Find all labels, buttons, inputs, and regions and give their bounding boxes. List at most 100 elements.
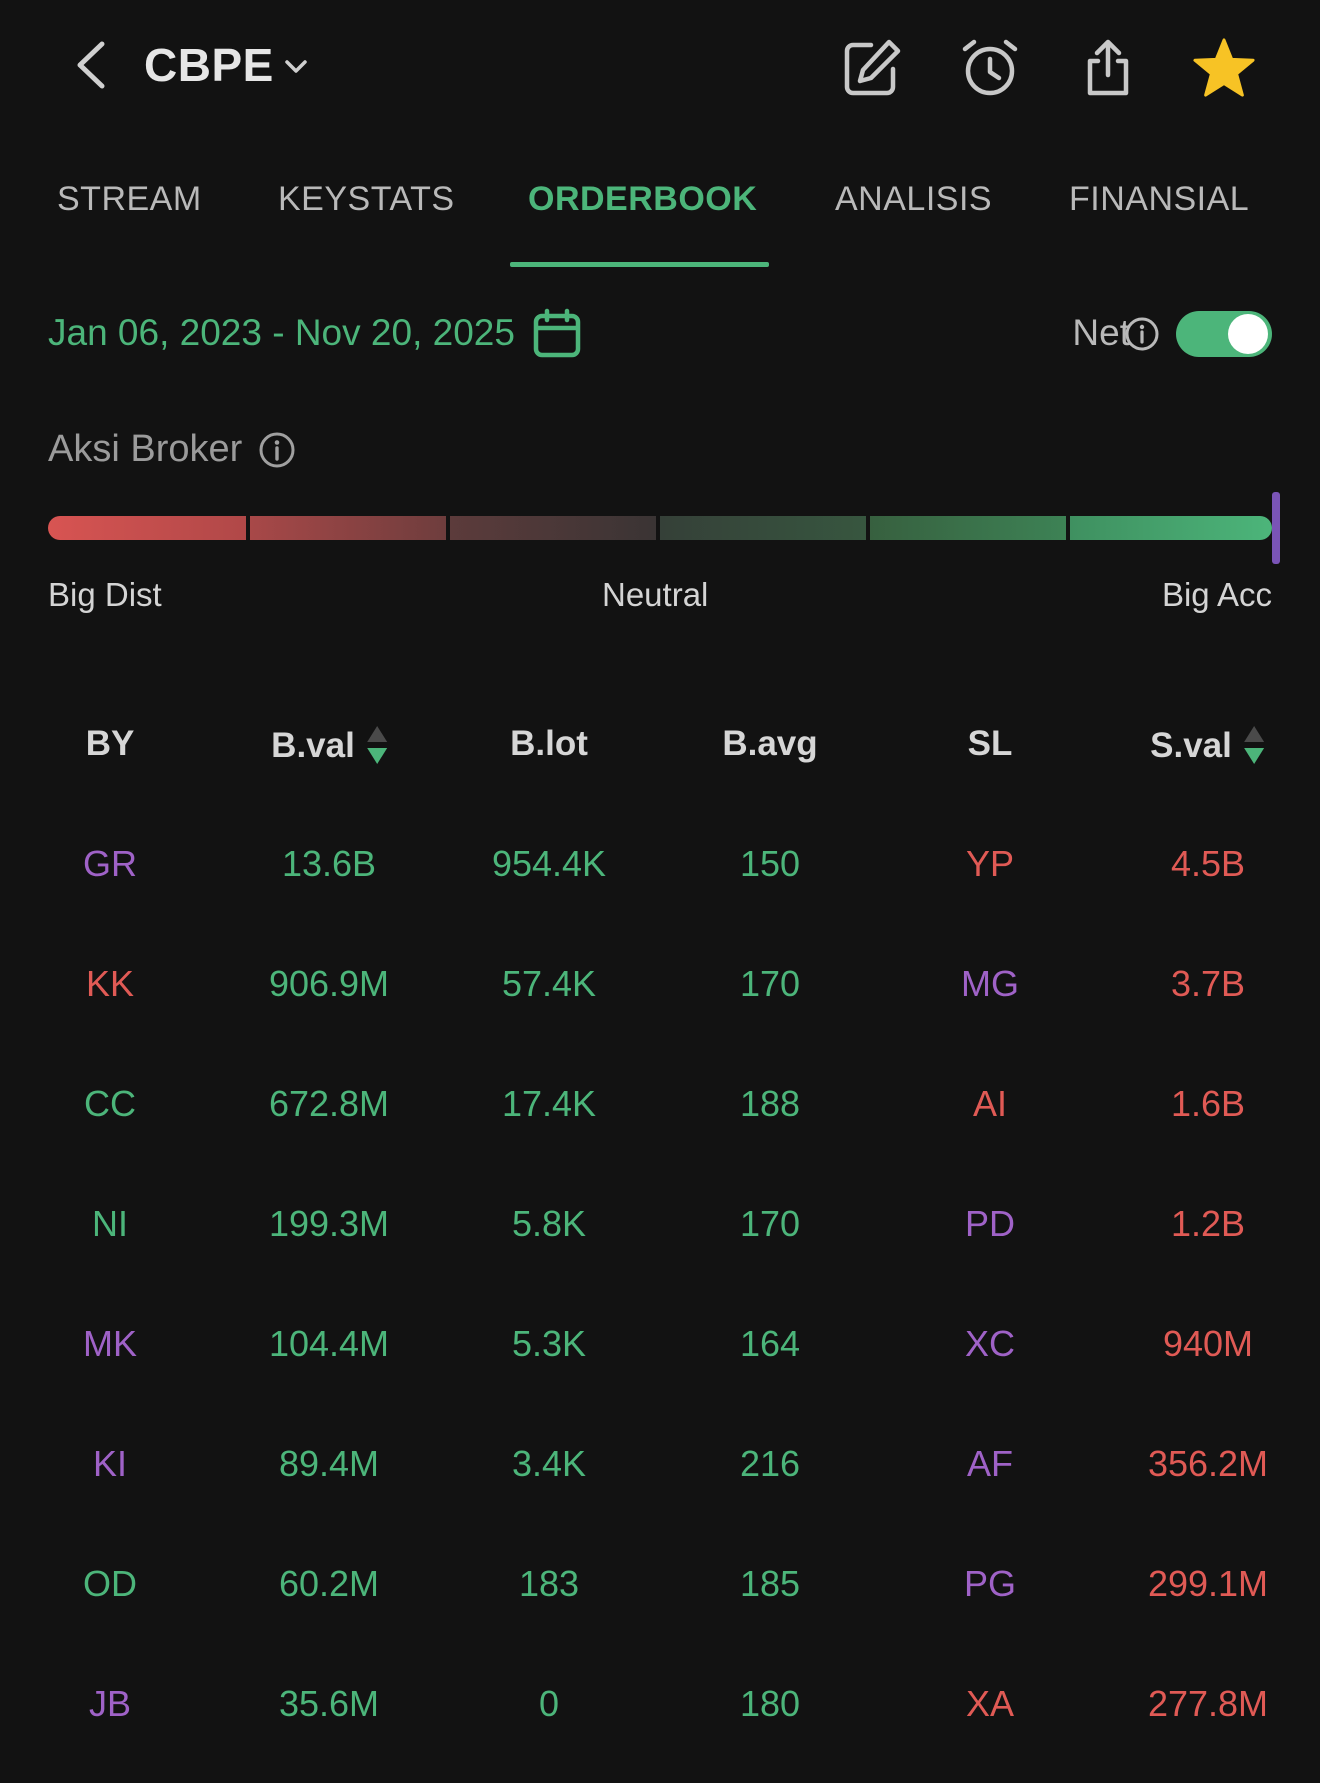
buyer-code: JB bbox=[88, 1683, 132, 1724]
tab-finansial[interactable]: FINANSIAL bbox=[1069, 180, 1250, 218]
col-header-blot: B.lot bbox=[510, 724, 588, 764]
sell-value: 299.1M bbox=[1147, 1563, 1269, 1604]
col-header-bval[interactable]: B.val bbox=[271, 724, 389, 768]
buy-value: 60.2M bbox=[278, 1563, 380, 1604]
sell-value: 1.2B bbox=[1170, 1203, 1246, 1244]
meter-segment bbox=[450, 516, 656, 540]
buyer-code: CC bbox=[84, 1083, 136, 1124]
buy-value: 906.9M bbox=[268, 963, 390, 1004]
buy-value: 35.6M bbox=[278, 1683, 380, 1724]
buy-avg: 185 bbox=[739, 1563, 801, 1604]
net-toggle[interactable] bbox=[1176, 311, 1272, 357]
toggle-knob bbox=[1228, 314, 1268, 354]
info-icon bbox=[1125, 317, 1159, 351]
sort-desc-icon bbox=[366, 726, 387, 764]
seller-code: YP bbox=[965, 843, 1015, 884]
star-icon bbox=[1193, 38, 1255, 97]
buy-lot: 17.4K bbox=[501, 1083, 597, 1124]
meter-segment bbox=[1070, 516, 1272, 540]
col-header-label: B.val bbox=[271, 726, 355, 765]
info-icon[interactable] bbox=[258, 431, 296, 469]
tab-stream[interactable]: STREAM bbox=[57, 180, 202, 218]
back-arrow-icon bbox=[77, 41, 105, 89]
buy-lot: 5.3K bbox=[511, 1323, 587, 1364]
edit-icon bbox=[844, 39, 901, 96]
col-header-sl: SL bbox=[968, 724, 1013, 764]
neutral-label: Neutral bbox=[602, 576, 709, 613]
favorite-button[interactable] bbox=[1192, 36, 1256, 100]
alarm-button[interactable] bbox=[958, 36, 1022, 100]
net-info-button[interactable] bbox=[1124, 316, 1160, 357]
table-row[interactable]: GR 13.6B 954.4K 150 YP 4.5B bbox=[0, 843, 1320, 943]
table-row[interactable]: JB 35.6M 0 180 XA 277.8M bbox=[0, 1683, 1320, 1783]
sell-value: 3.7B bbox=[1170, 963, 1246, 1004]
table-row[interactable]: CC 672.8M 17.4K 188 AI 1.6B bbox=[0, 1083, 1320, 1183]
meter-segment bbox=[48, 516, 246, 540]
edit-button[interactable] bbox=[840, 36, 904, 100]
col-header-label: BY bbox=[85, 724, 135, 763]
tab-orderbook[interactable]: ORDERBOOK bbox=[528, 180, 758, 218]
seller-code: PD bbox=[964, 1203, 1016, 1244]
sell-value: 940M bbox=[1162, 1323, 1254, 1364]
col-header-by: BY bbox=[86, 724, 135, 764]
share-icon bbox=[1087, 39, 1129, 96]
table-row[interactable]: MK 104.4M 5.3K 164 XC 940M bbox=[0, 1323, 1320, 1423]
big-acc-label: Big Acc bbox=[1161, 576, 1272, 613]
buy-avg: 180 bbox=[739, 1683, 801, 1724]
buy-value: 199.3M bbox=[268, 1203, 390, 1244]
table-row[interactable]: KK 906.9M 57.4K 170 MG 3.7B bbox=[0, 963, 1320, 1063]
tab-keystats[interactable]: KEYSTATS bbox=[278, 180, 455, 218]
sort-desc-icon bbox=[1243, 726, 1264, 764]
buyer-code: OD bbox=[83, 1563, 137, 1604]
seller-code: XC bbox=[964, 1323, 1016, 1364]
col-header-label: B.avg bbox=[722, 724, 818, 763]
tab-bar: STREAM KEYSTATS ORDERBOOK ANALISIS FINAN… bbox=[0, 180, 1320, 270]
date-range-label: Jan 06, 2023 - Nov 20, 2025 bbox=[48, 312, 515, 353]
net-label: Net bbox=[1072, 312, 1130, 353]
active-tab-indicator bbox=[510, 262, 769, 267]
buyer-code: GR bbox=[83, 843, 137, 884]
buy-avg: 170 bbox=[739, 963, 801, 1004]
seller-code: XA bbox=[965, 1683, 1015, 1724]
buyer-code: KK bbox=[85, 963, 135, 1004]
chevron-down-icon bbox=[285, 60, 307, 73]
calendar-icon bbox=[533, 308, 581, 358]
meter-segment bbox=[250, 516, 446, 540]
meter-position-marker bbox=[1272, 492, 1280, 564]
col-header-bavg: B.avg bbox=[722, 724, 817, 764]
col-header-label: S.val bbox=[1150, 726, 1232, 765]
buyer-code: NI bbox=[92, 1203, 128, 1244]
buyer-code: MK bbox=[83, 1323, 137, 1364]
seller-code: PG bbox=[963, 1563, 1017, 1604]
sell-value: 277.8M bbox=[1147, 1683, 1269, 1724]
alarm-icon bbox=[962, 39, 1018, 96]
ticker-selector[interactable]: CBPE bbox=[144, 38, 308, 92]
buy-value: 104.4M bbox=[268, 1323, 390, 1364]
buy-lot: 0 bbox=[538, 1683, 560, 1724]
seller-code: AI bbox=[972, 1083, 1008, 1124]
aksi-broker-header: Aksi Broker bbox=[48, 428, 296, 471]
sell-value: 356.2M bbox=[1147, 1443, 1269, 1484]
buy-value: 672.8M bbox=[268, 1083, 390, 1124]
table-row[interactable]: OD 60.2M 183 185 PG 299.1M bbox=[0, 1563, 1320, 1663]
tab-analisis[interactable]: ANALISIS bbox=[835, 180, 993, 218]
seller-code: MG bbox=[961, 963, 1019, 1004]
broker-action-meter bbox=[48, 516, 1272, 540]
buy-lot: 183 bbox=[518, 1563, 580, 1604]
table-row[interactable]: NI 199.3M 5.8K 170 PD 1.2B bbox=[0, 1203, 1320, 1303]
col-header-sval[interactable]: S.val bbox=[1150, 724, 1266, 768]
date-range-picker[interactable]: Jan 06, 2023 - Nov 20, 2025 bbox=[48, 308, 581, 358]
share-button[interactable] bbox=[1076, 36, 1140, 100]
meter-segment bbox=[660, 516, 866, 540]
buy-avg: 150 bbox=[739, 843, 801, 884]
buy-avg: 216 bbox=[739, 1443, 801, 1484]
buy-value: 13.6B bbox=[281, 843, 377, 884]
ticker-symbol: CBPE bbox=[144, 39, 274, 91]
table-row[interactable]: KI 89.4M 3.4K 216 AF 356.2M bbox=[0, 1443, 1320, 1543]
buy-avg: 164 bbox=[739, 1323, 801, 1364]
buy-lot: 954.4K bbox=[491, 843, 607, 884]
sell-value: 1.6B bbox=[1170, 1083, 1246, 1124]
buy-lot: 57.4K bbox=[501, 963, 597, 1004]
back-button[interactable] bbox=[70, 38, 114, 92]
buy-lot: 5.8K bbox=[511, 1203, 587, 1244]
